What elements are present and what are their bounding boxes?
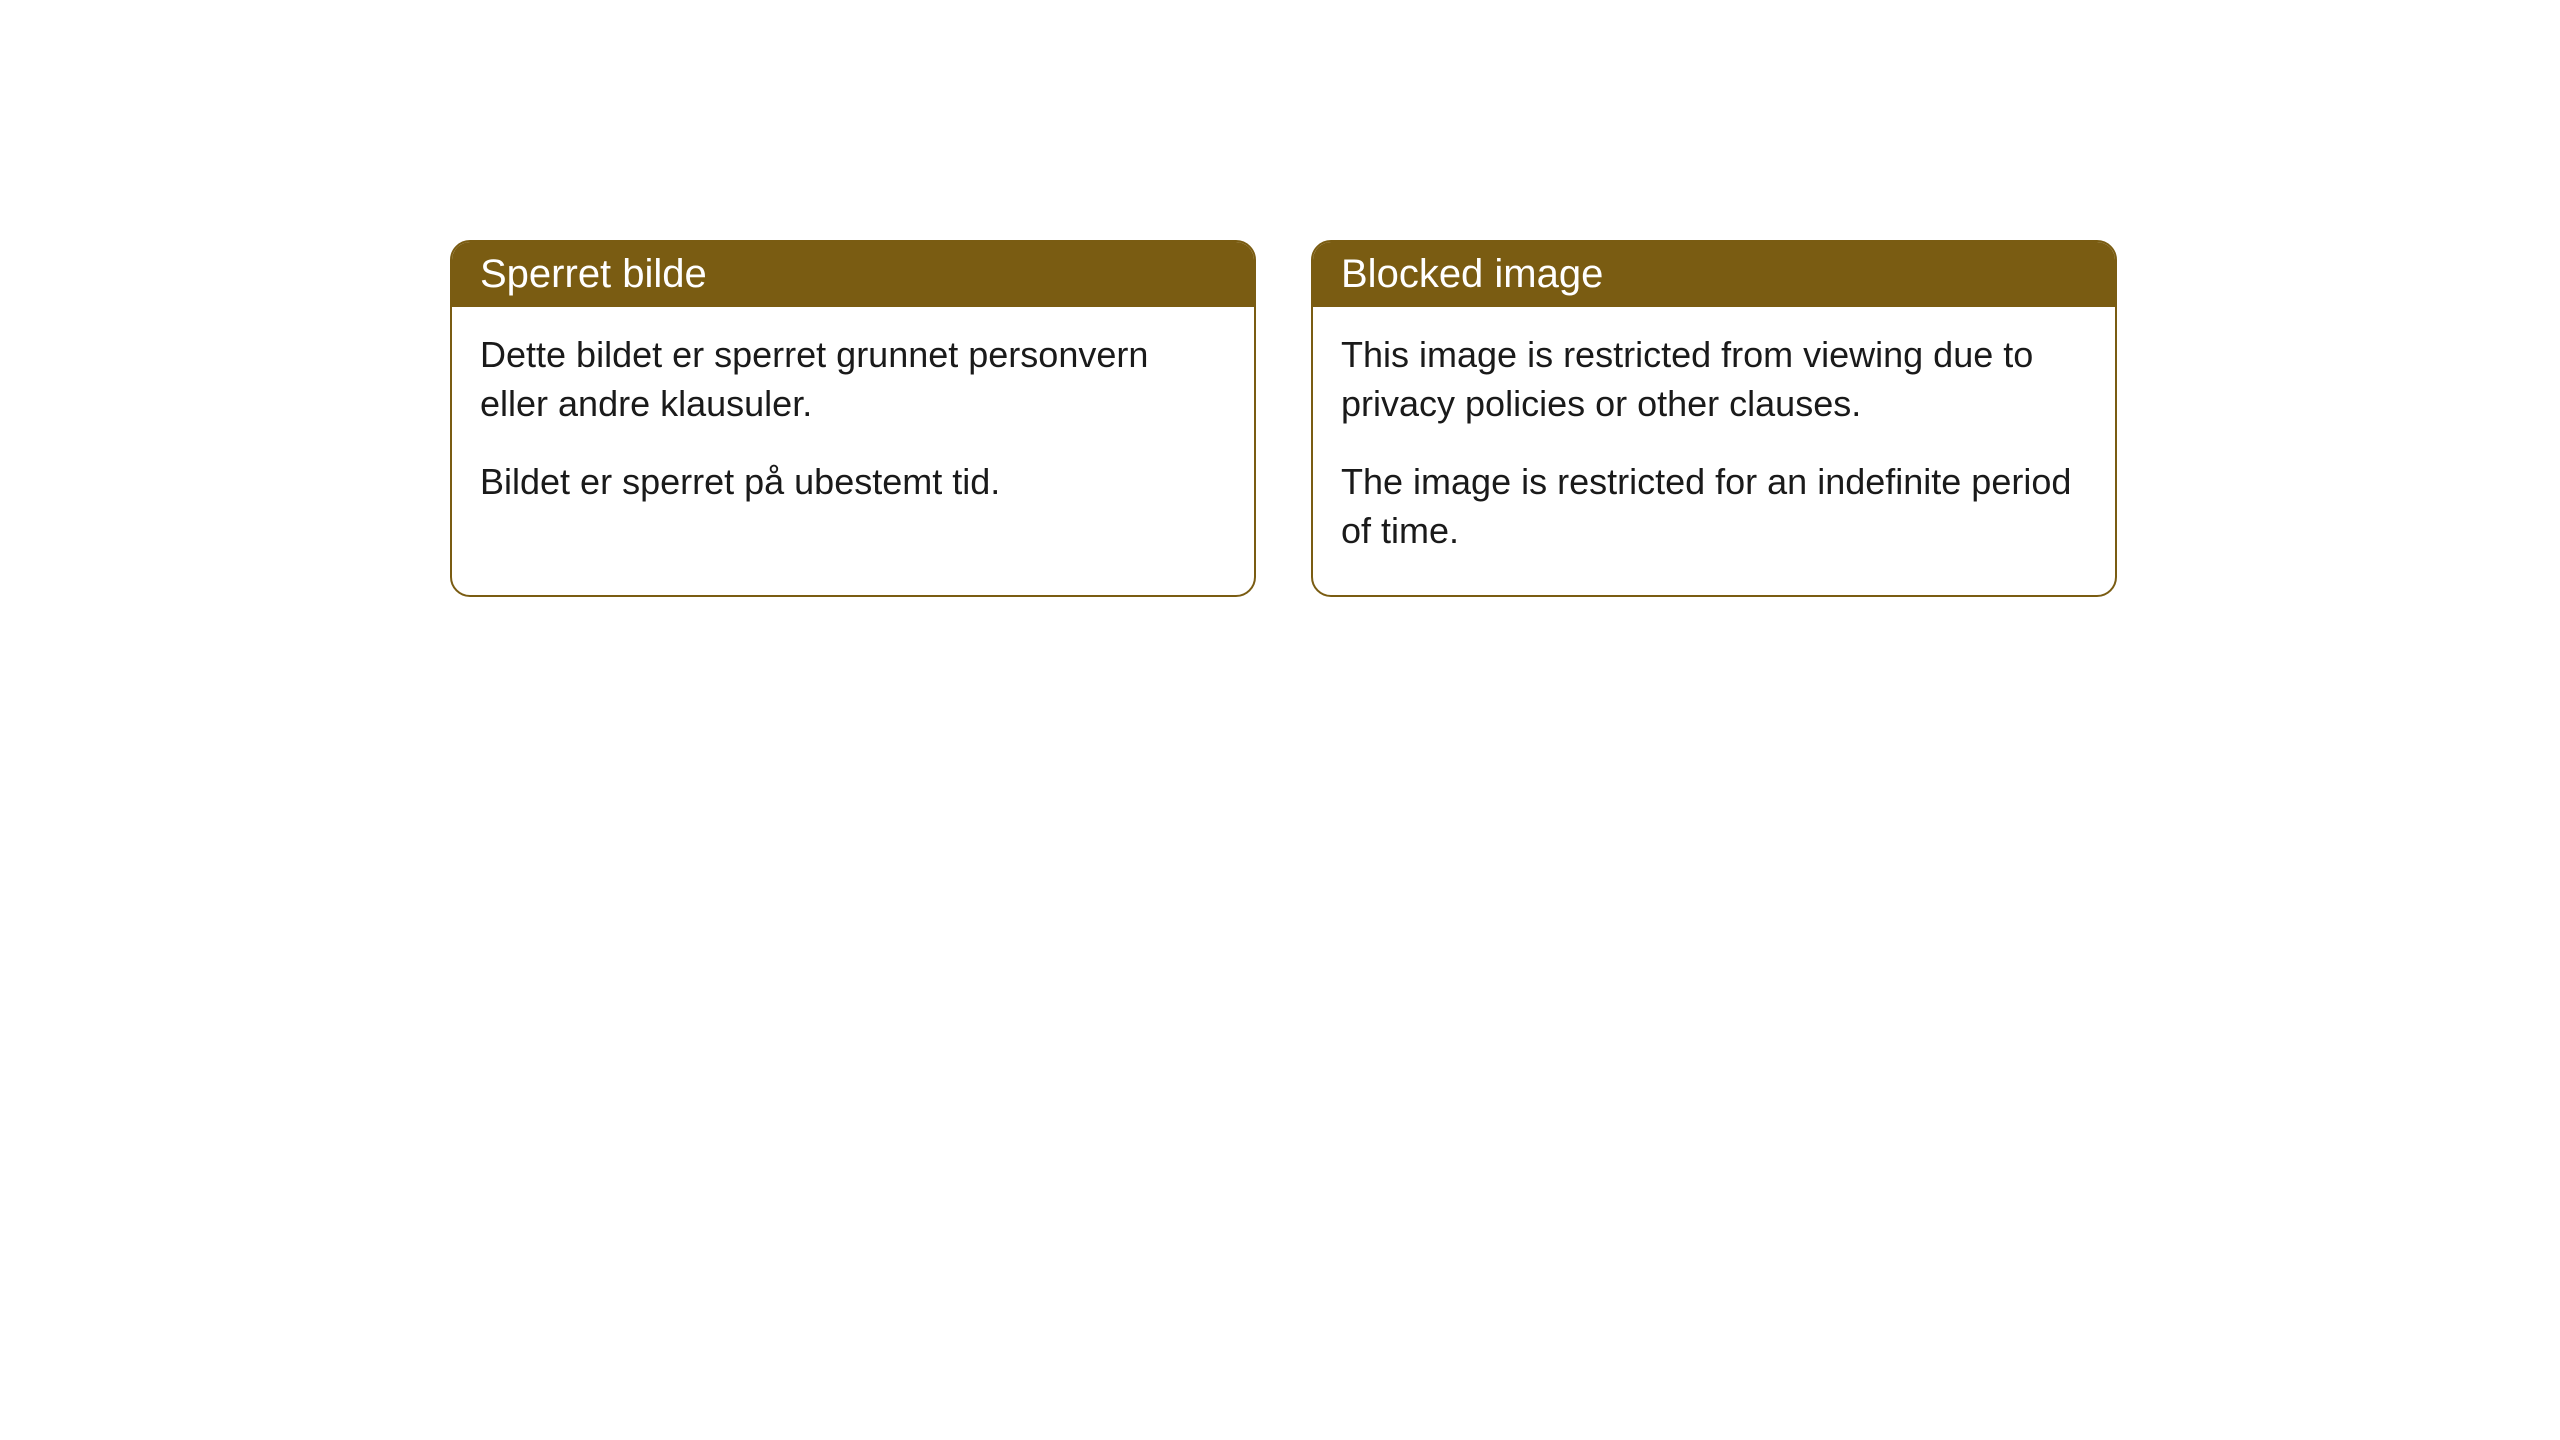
card-header-norwegian: Sperret bilde — [452, 242, 1254, 307]
card-paragraph: Dette bildet er sperret grunnet personve… — [480, 331, 1226, 428]
card-header-english: Blocked image — [1313, 242, 2115, 307]
card-paragraph: The image is restricted for an indefinit… — [1341, 458, 2087, 555]
notice-cards-container: Sperret bilde Dette bildet er sperret gr… — [450, 240, 2117, 597]
card-title: Sperret bilde — [480, 252, 707, 296]
blocked-image-card-norwegian: Sperret bilde Dette bildet er sperret gr… — [450, 240, 1256, 597]
card-paragraph: This image is restricted from viewing du… — [1341, 331, 2087, 428]
blocked-image-card-english: Blocked image This image is restricted f… — [1311, 240, 2117, 597]
card-title: Blocked image — [1341, 252, 1603, 296]
card-body-english: This image is restricted from viewing du… — [1313, 307, 2115, 595]
card-paragraph: Bildet er sperret på ubestemt tid. — [480, 458, 1226, 507]
card-body-norwegian: Dette bildet er sperret grunnet personve… — [452, 307, 1254, 547]
